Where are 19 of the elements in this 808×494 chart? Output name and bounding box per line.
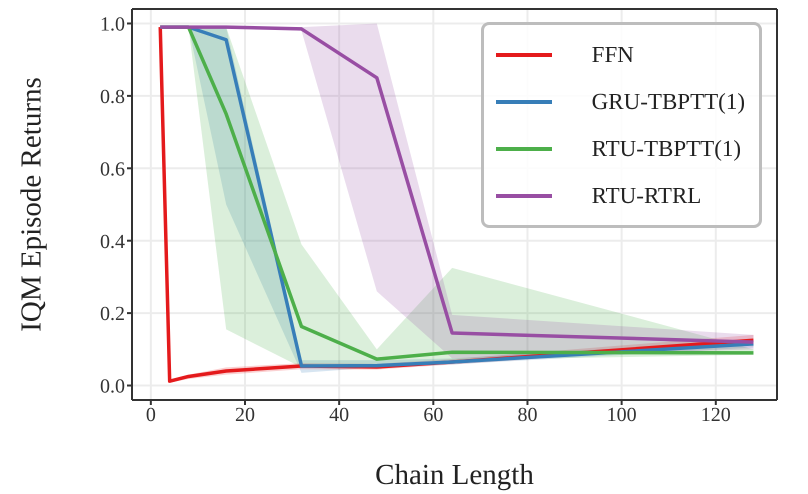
x-tick-label: 0 (146, 404, 156, 426)
x-axis-title: Chain Length (375, 459, 534, 491)
legend-label: FFN (592, 42, 634, 68)
y-axis-title: IQM Episode Returns (15, 77, 48, 332)
x-tick-label: 100 (606, 404, 637, 426)
y-tick-label: 0.0 (100, 376, 125, 398)
y-tick-label: 0.4 (100, 230, 125, 253)
x-tick-label: 40 (329, 404, 350, 426)
legend-label: RTU-TBPTT(1) (592, 136, 742, 162)
y-tick-label: 0.2 (100, 303, 125, 326)
y-tick-label: 1.0 (100, 14, 125, 36)
x-tick-label: 80 (517, 404, 538, 426)
x-tick-label: 60 (423, 404, 444, 426)
legend-label: GRU-TBPTT(1) (592, 88, 745, 114)
y-tick-label: 0.8 (100, 86, 125, 108)
x-tick-label: 20 (234, 404, 255, 426)
y-tick-label: 0.6 (100, 158, 125, 180)
legend-label: RTU-RTRL (592, 182, 702, 208)
x-tick-label: 120 (700, 404, 731, 426)
